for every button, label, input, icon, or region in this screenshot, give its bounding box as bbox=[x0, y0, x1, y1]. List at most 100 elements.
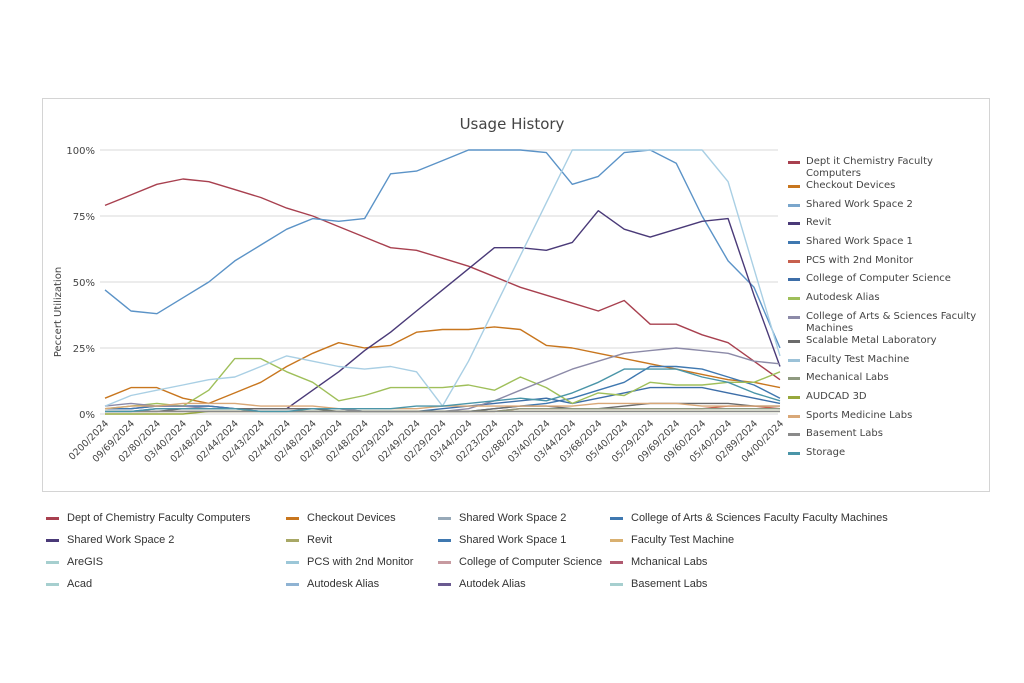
legend-item: Revit bbox=[788, 217, 988, 236]
legend-label: PCS with 2nd Monitor bbox=[307, 556, 414, 568]
legend-label: Dept it Chemistry Faculty Computers bbox=[806, 156, 933, 179]
y-tick-label: 50% bbox=[73, 278, 95, 289]
legend-item: College of Computer Science bbox=[438, 556, 602, 568]
legend-swatch bbox=[286, 560, 299, 564]
legend-swatch bbox=[788, 339, 800, 343]
legend-swatch bbox=[788, 161, 800, 164]
legend-item: College of Arts & Sciences Faculty Machi… bbox=[788, 311, 988, 335]
legend-item: Dept of Chemistry Faculty Computers bbox=[46, 512, 250, 524]
legend-item: Scalable Metal Laboratory bbox=[788, 335, 988, 354]
legend-label: Scalable Metal Laboratory bbox=[806, 334, 937, 346]
legend-swatch bbox=[788, 259, 800, 263]
legend-item: Basement Labs bbox=[610, 578, 707, 590]
legend-item: College of Computer Science bbox=[788, 273, 988, 292]
legend-swatch bbox=[610, 516, 623, 520]
legend-label: Autodesk Alias bbox=[307, 578, 380, 590]
legend-label: College of Arts & Sciences Faculty Machi… bbox=[806, 310, 977, 334]
legend-swatch bbox=[788, 358, 800, 362]
legend-item: Shared Work Space 2 bbox=[788, 199, 988, 218]
legend-swatch bbox=[788, 377, 800, 381]
legend-label: Dept of Chemistry Faculty Computers bbox=[67, 512, 251, 524]
legend-item: College of Arts & Sciences Faculty Facul… bbox=[610, 512, 888, 524]
legend-item: Revit bbox=[286, 534, 332, 546]
legend-swatch bbox=[46, 538, 59, 542]
legend-label: College of Computer Science bbox=[459, 556, 603, 568]
legend-item: Acad bbox=[46, 578, 92, 590]
legend-label: Shared Work Space 2 bbox=[806, 198, 913, 210]
legend-item: Sports Medicine Labs bbox=[788, 410, 988, 429]
legend-item: Mchanical Labs bbox=[610, 556, 707, 568]
legend-swatch bbox=[286, 582, 299, 586]
legend-label: AreGIS bbox=[67, 556, 104, 568]
legend-item: Dept it Chemistry Faculty Computers bbox=[788, 156, 988, 180]
series-line-2 bbox=[104, 149, 781, 349]
legend-swatch bbox=[788, 185, 800, 188]
legend-label: Acad bbox=[67, 578, 93, 590]
legend-label: Mchanical Labs bbox=[631, 556, 708, 568]
legend-swatch bbox=[610, 538, 623, 542]
series-line-3 bbox=[105, 209, 781, 410]
legend-swatch bbox=[286, 538, 299, 542]
legend-swatch bbox=[788, 414, 800, 418]
legend-swatch bbox=[788, 451, 800, 455]
legend-swatch bbox=[438, 582, 451, 586]
legend-item: Mechanical Labs bbox=[788, 372, 988, 391]
series-line-0 bbox=[104, 178, 781, 381]
legend-swatch bbox=[788, 315, 800, 319]
legend-item: Autodek Alias bbox=[438, 578, 526, 590]
legend-item: Faculty Test Machine bbox=[788, 354, 988, 373]
series-line-4 bbox=[105, 365, 781, 413]
legend-swatch bbox=[788, 203, 800, 207]
legend-item: Autodesk Alias bbox=[286, 578, 379, 590]
legend-swatch bbox=[788, 297, 800, 301]
legend-label: Shared Work Space 2 bbox=[67, 534, 175, 546]
legend-label: Autodek Alias bbox=[459, 578, 526, 590]
legend-label: PCS with 2nd Monitor bbox=[806, 254, 914, 266]
legend-swatch bbox=[610, 560, 623, 564]
legend-item: PCS with 2nd Monitor bbox=[788, 255, 988, 274]
series-line-15 bbox=[105, 368, 781, 413]
legend-swatch bbox=[788, 395, 800, 399]
legend-item: Basement Labs bbox=[788, 428, 988, 447]
y-axis-title: Peccert Utilization bbox=[53, 267, 64, 357]
legend-item: Autodesk Alias bbox=[788, 292, 988, 311]
legend-label: AUDCAD 3D bbox=[806, 390, 867, 402]
legend-label: Mechanical Labs bbox=[806, 372, 889, 384]
legend-item: Shared Work Space 2 bbox=[438, 512, 566, 524]
legend-label: Storage bbox=[806, 446, 846, 458]
legend-swatch bbox=[46, 560, 59, 564]
chart-frame bbox=[42, 98, 990, 492]
legend-swatch bbox=[788, 222, 800, 226]
legend-swatch bbox=[46, 582, 59, 586]
legend-item: Faculty Test Machine bbox=[610, 534, 734, 546]
legend-label: Checkout Devices bbox=[307, 512, 396, 524]
legend-item: Storage bbox=[788, 447, 988, 466]
legend-label: Faculty Test Machine bbox=[806, 353, 910, 365]
legend-item: Checkout Devices bbox=[788, 180, 988, 199]
legend-label: Sports Medicine Labs bbox=[806, 409, 913, 421]
y-tick-label: 100% bbox=[66, 146, 95, 157]
right-legend: Dept it Chemistry Faculty Computers Check… bbox=[788, 156, 988, 466]
legend-item: Shared Work Space 1 bbox=[438, 534, 566, 546]
legend-label: Shared Work Space 2 bbox=[459, 512, 567, 524]
legend-swatch bbox=[610, 582, 623, 586]
legend-swatch bbox=[286, 516, 299, 520]
legend-label: Shared Work Space 1 bbox=[459, 534, 567, 546]
series-line-10 bbox=[104, 149, 781, 407]
series-line-1 bbox=[104, 326, 781, 405]
legend-label: Checkout Devices bbox=[806, 180, 896, 191]
legend-label: College of Arts & Sciences Faculty Facul… bbox=[631, 512, 888, 524]
legend-item: AreGIS bbox=[46, 556, 103, 568]
legend-label: Basement Labs bbox=[631, 578, 708, 590]
legend-item: Shared Work Space 1 bbox=[788, 236, 988, 255]
legend-swatch bbox=[788, 433, 800, 437]
legend-item: PCS with 2nd Monitor bbox=[286, 556, 413, 568]
legend-label: College of Computer Science bbox=[806, 273, 951, 285]
legend-item: Checkout Devices bbox=[286, 512, 396, 524]
legend-item: Shared Work Space 2 bbox=[46, 534, 174, 546]
legend-label: Basement Labs bbox=[806, 428, 883, 440]
legend-item: AUDCAD 3D bbox=[788, 391, 988, 410]
legend-swatch bbox=[438, 560, 451, 564]
y-tick-label: 75% bbox=[73, 212, 95, 223]
